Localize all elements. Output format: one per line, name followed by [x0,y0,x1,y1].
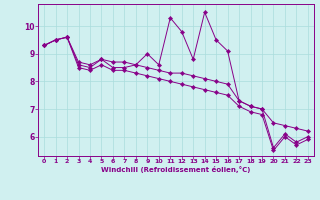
X-axis label: Windchill (Refroidissement éolien,°C): Windchill (Refroidissement éolien,°C) [101,166,251,173]
